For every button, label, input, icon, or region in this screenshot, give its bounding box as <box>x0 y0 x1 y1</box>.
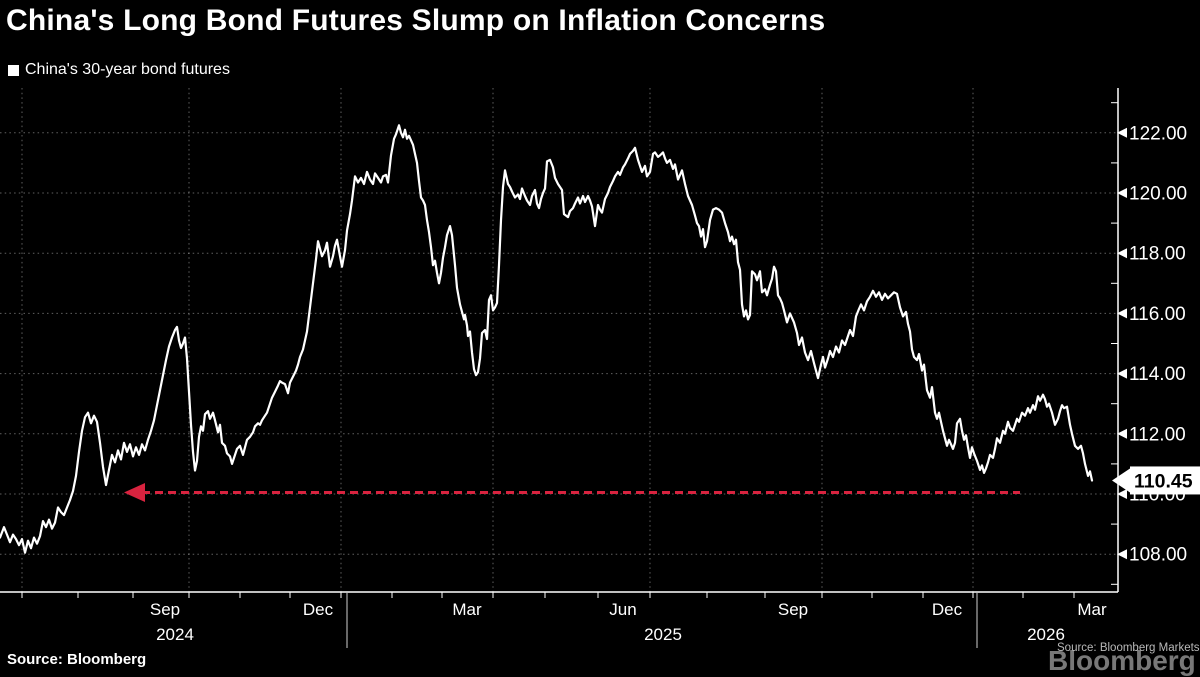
legend-swatch-icon <box>8 64 19 76</box>
last-price-label: 110.45 <box>1134 470 1193 492</box>
page-title: China's Long Bond Futures Slump on Infla… <box>6 4 826 37</box>
annotation-arrowhead-icon <box>124 482 145 502</box>
axis-label: 116.00 <box>1129 304 1186 325</box>
legend: China's 30-year bond futures <box>8 61 230 79</box>
axis-label: Dec <box>932 600 963 619</box>
axis-label: 2026 <box>1027 625 1065 644</box>
source-credit: Source: Bloomberg <box>7 651 147 668</box>
price-line <box>0 124 1094 554</box>
axis-label: Jun <box>609 600 636 619</box>
y-major-tick <box>1117 308 1127 319</box>
last-price-pointer <box>1112 468 1130 493</box>
y-major-tick <box>1117 188 1127 198</box>
axis-label: Sep <box>150 600 180 619</box>
watermark-source-text: Source: Bloomberg Markets <box>1057 642 1200 654</box>
axis-label: 120.00 <box>1129 184 1187 205</box>
axis-label: 2024 <box>156 625 194 644</box>
y-major-tick <box>1117 489 1127 499</box>
last-price-box <box>1130 466 1200 495</box>
axis-label: Mar <box>1077 600 1107 619</box>
bloomberg-watermark: Bloomberg <box>1048 645 1200 677</box>
axis-label: 122.00 <box>1129 123 1187 144</box>
legend-label: China's 30-year bond futures <box>25 61 230 78</box>
axis-label: Sep <box>778 600 808 619</box>
y-major-tick <box>1117 127 1127 138</box>
axis-label: 108.00 <box>1129 545 1187 566</box>
axis-label: 118.00 <box>1129 244 1186 265</box>
y-major-tick <box>1117 549 1127 560</box>
axis-label: Mar <box>452 600 482 619</box>
y-major-tick <box>1117 368 1127 379</box>
axis-label: Dec <box>303 600 334 619</box>
axis-label: 2025 <box>644 625 682 644</box>
axis-label: 114.00 <box>1129 364 1186 385</box>
y-major-tick <box>1117 248 1127 259</box>
axis-label: 112.00 <box>1129 424 1186 445</box>
bloomberg-wordmark: Bloomberg <box>1048 645 1196 676</box>
y-major-tick <box>1117 428 1127 439</box>
